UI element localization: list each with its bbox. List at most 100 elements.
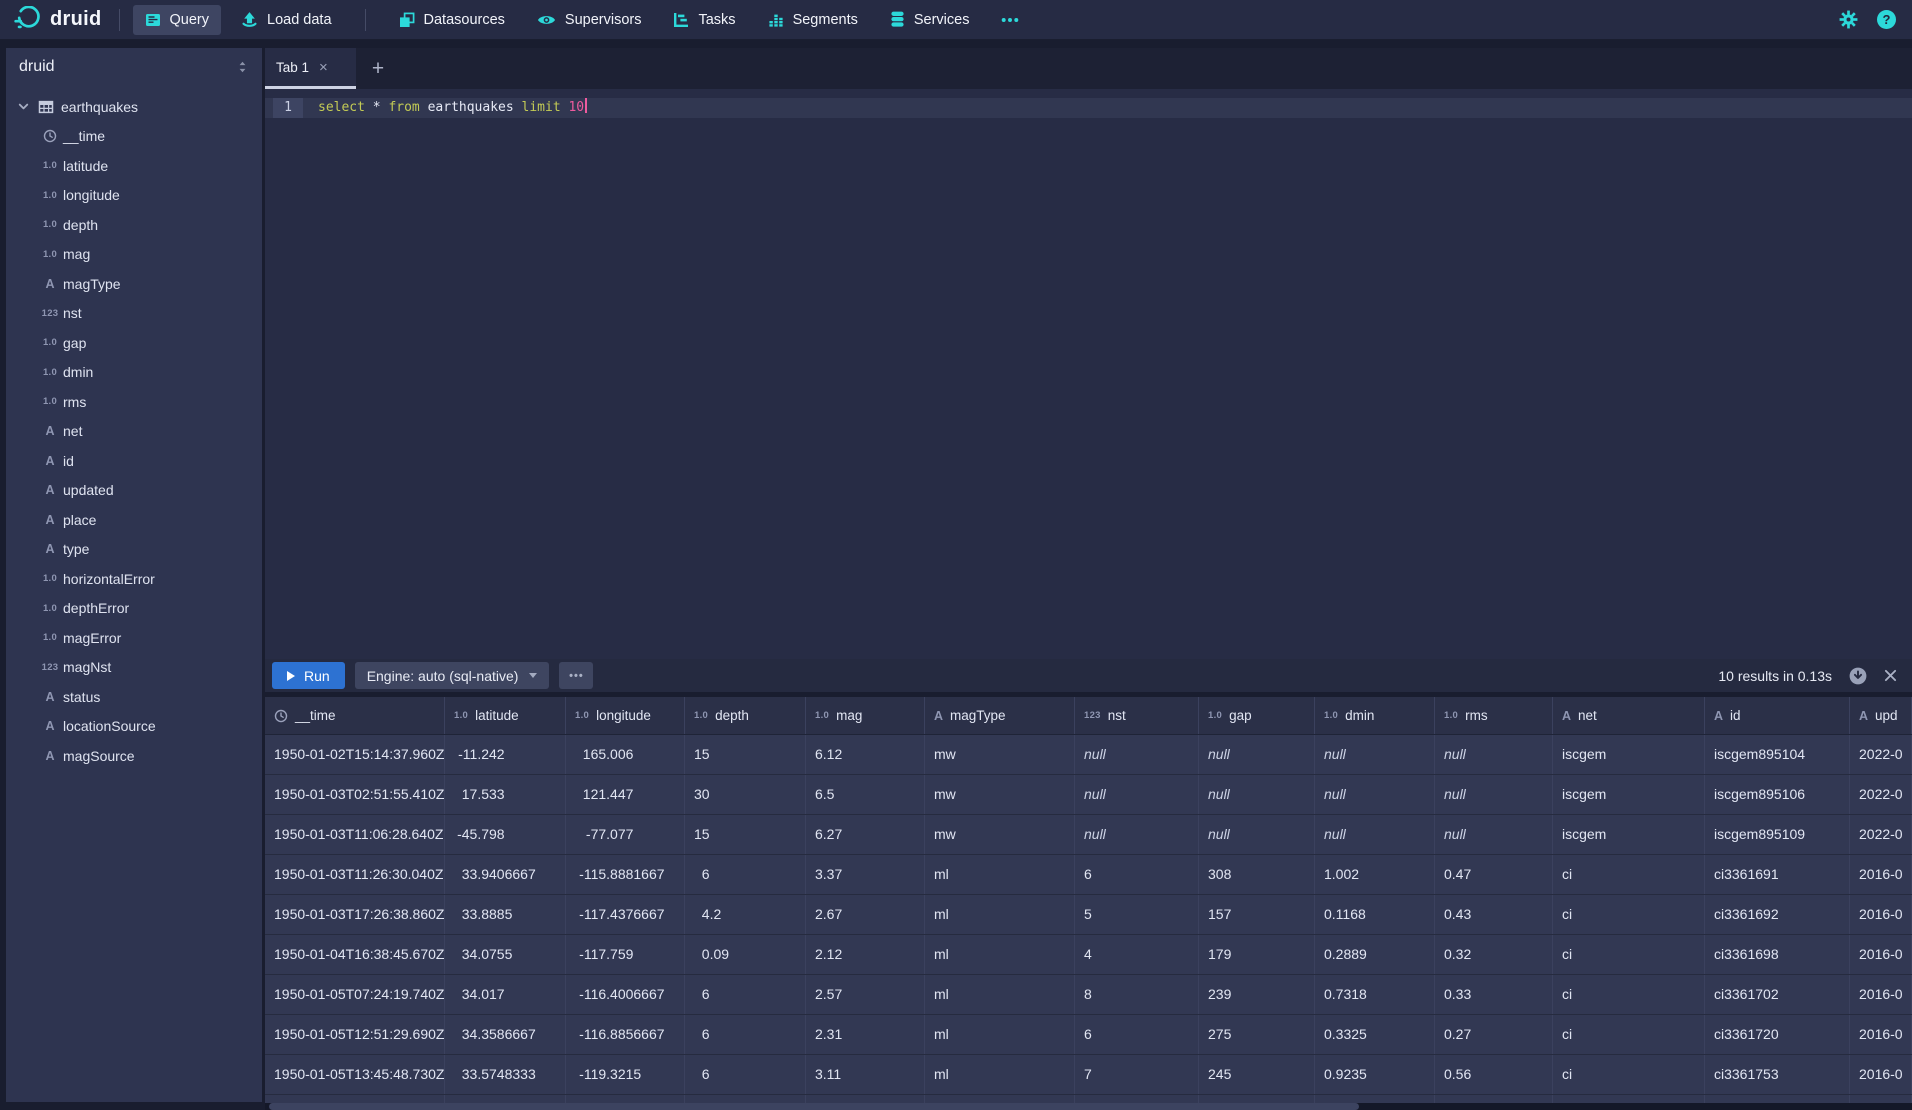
table-cell[interactable]: 0.9235 bbox=[1315, 1055, 1435, 1094]
table-cell[interactable]: 6 bbox=[1075, 855, 1199, 894]
nav-item-query[interactable]: Query bbox=[133, 5, 222, 35]
sidebar-column-nst[interactable]: 123nst bbox=[6, 299, 262, 329]
table-cell[interactable]: 1950-01-03T17:26:38.860Z bbox=[265, 895, 445, 934]
sidebar-column-mag[interactable]: 1.0mag bbox=[6, 240, 262, 270]
table-cell[interactable]: 0.27 bbox=[1435, 1015, 1553, 1054]
nav-item-tasks[interactable]: Tasks bbox=[661, 5, 747, 35]
table-cell[interactable]: 33.9406667 bbox=[445, 855, 566, 894]
table-cell[interactable]: 245 bbox=[1199, 1055, 1315, 1094]
table-cell[interactable]: iscgem bbox=[1553, 775, 1705, 814]
sidebar-column-place[interactable]: Aplace bbox=[6, 505, 262, 535]
add-tab-button[interactable]: + bbox=[356, 48, 400, 89]
table-cell[interactable]: iscgem895106 bbox=[1705, 775, 1850, 814]
sidebar-column-gap[interactable]: 1.0gap bbox=[6, 328, 262, 358]
table-cell[interactable]: 275 bbox=[1199, 1015, 1315, 1054]
table-cell[interactable]: 1950-01-03T11:06:28.640Z bbox=[265, 815, 445, 854]
download-icon[interactable] bbox=[1849, 667, 1867, 685]
table-cell[interactable]: null bbox=[1075, 815, 1199, 854]
table-cell[interactable]: 2022-0 bbox=[1850, 815, 1912, 854]
table-cell[interactable]: 0.32 bbox=[1435, 935, 1553, 974]
table-cell[interactable]: 1950-01-05T13:45:48.730Z bbox=[265, 1055, 445, 1094]
table-cell[interactable]: 5 bbox=[1075, 895, 1199, 934]
sidebar-column-status[interactable]: Astatus bbox=[6, 682, 262, 712]
table-cell[interactable]: -115.8881667 bbox=[566, 855, 685, 894]
table-cell[interactable]: null bbox=[1435, 735, 1553, 774]
table-cell[interactable]: 2016-0 bbox=[1850, 1015, 1912, 1054]
column-header-__time[interactable]: __time bbox=[265, 697, 445, 734]
table-cell[interactable]: 0.43 bbox=[1435, 895, 1553, 934]
column-header-longitude[interactable]: 1.0longitude bbox=[566, 697, 685, 734]
table-cell[interactable]: ci bbox=[1553, 895, 1705, 934]
table-cell[interactable]: -119.3215 bbox=[566, 1055, 685, 1094]
table-cell[interactable]: 6 bbox=[1075, 1015, 1199, 1054]
table-cell[interactable]: ml bbox=[925, 1015, 1075, 1054]
table-cell[interactable]: 1950-01-02T15:14:37.960Z bbox=[265, 735, 445, 774]
table-cell[interactable]: -77.077 bbox=[566, 815, 685, 854]
table-cell[interactable]: 15 bbox=[685, 815, 806, 854]
table-cell[interactable]: ci bbox=[1553, 975, 1705, 1014]
sidebar-column-net[interactable]: Anet bbox=[6, 417, 262, 447]
tab-1[interactable]: Tab 1 × bbox=[265, 48, 356, 89]
table-cell[interactable]: ml bbox=[925, 895, 1075, 934]
table-cell[interactable]: 6.5 bbox=[806, 775, 925, 814]
column-header-latitude[interactable]: 1.0latitude bbox=[445, 697, 566, 734]
table-cell[interactable]: ml bbox=[925, 975, 1075, 1014]
column-header-upd[interactable]: Aupd bbox=[1850, 697, 1912, 734]
sidebar-column-rms[interactable]: 1.0rms bbox=[6, 387, 262, 417]
table-cell[interactable]: 2016-0 bbox=[1850, 855, 1912, 894]
table-cell[interactable]: 2.57 bbox=[806, 975, 925, 1014]
table-cell[interactable]: ci3361720 bbox=[1705, 1015, 1850, 1054]
table-cell[interactable]: null bbox=[1315, 735, 1435, 774]
table-cell[interactable]: -11.242 bbox=[445, 735, 566, 774]
table-cell[interactable]: 0.33 bbox=[1435, 975, 1553, 1014]
table-cell[interactable]: 2.12 bbox=[806, 935, 925, 974]
table-cell[interactable]: 1950-01-05T12:51:29.690Z bbox=[265, 1015, 445, 1054]
table-cell[interactable]: null bbox=[1075, 775, 1199, 814]
table-cell[interactable]: iscgem895104 bbox=[1705, 735, 1850, 774]
table-cell[interactable]: 2022-0 bbox=[1850, 735, 1912, 774]
table-cell[interactable]: 239 bbox=[1199, 975, 1315, 1014]
table-cell[interactable]: 34.3586667 bbox=[445, 1015, 566, 1054]
table-cell[interactable]: 0.1168 bbox=[1315, 895, 1435, 934]
table-cell[interactable]: 1950-01-03T11:26:30.040Z bbox=[265, 855, 445, 894]
table-cell[interactable]: 179 bbox=[1199, 935, 1315, 974]
column-header-nst[interactable]: 123nst bbox=[1075, 697, 1199, 734]
table-cell[interactable]: 3.37 bbox=[806, 855, 925, 894]
table-cell[interactable]: 7 bbox=[1075, 1055, 1199, 1094]
table-cell[interactable]: ci3361691 bbox=[1705, 855, 1850, 894]
table-cell[interactable]: ci3361698 bbox=[1705, 935, 1850, 974]
table-cell[interactable]: -117.4376667 bbox=[566, 895, 685, 934]
table-cell[interactable]: 17.533 bbox=[445, 775, 566, 814]
table-cell[interactable]: iscgem bbox=[1553, 815, 1705, 854]
table-cell[interactable]: 15 bbox=[685, 735, 806, 774]
table-cell[interactable]: 33.8885 bbox=[445, 895, 566, 934]
table-cell[interactable]: 6 bbox=[685, 1055, 806, 1094]
table-cell[interactable]: ci3361753 bbox=[1705, 1055, 1850, 1094]
sidebar-column-magType[interactable]: AmagType bbox=[6, 269, 262, 299]
table-cell[interactable]: 6 bbox=[685, 855, 806, 894]
sql-code[interactable]: select * from earthquakes limit 10 bbox=[318, 98, 587, 118]
table-cell[interactable]: iscgem bbox=[1553, 735, 1705, 774]
table-cell[interactable]: -116.4006667 bbox=[566, 975, 685, 1014]
nav-item-supervisors[interactable]: Supervisors bbox=[525, 5, 654, 35]
table-cell[interactable]: 30 bbox=[685, 775, 806, 814]
table-cell[interactable]: 6.27 bbox=[806, 815, 925, 854]
table-cell[interactable]: 1950-01-03T02:51:55.410Z bbox=[265, 775, 445, 814]
table-cell[interactable]: 6 bbox=[685, 1015, 806, 1054]
table-cell[interactable]: ci3361692 bbox=[1705, 895, 1850, 934]
settings-gear-icon[interactable] bbox=[1839, 10, 1858, 29]
sidebar-column-magError[interactable]: 1.0magError bbox=[6, 623, 262, 653]
table-cell[interactable]: null bbox=[1199, 735, 1315, 774]
table-cell[interactable]: ci bbox=[1553, 1055, 1705, 1094]
table-cell[interactable]: 8 bbox=[1075, 975, 1199, 1014]
table-cell[interactable]: 4.2 bbox=[685, 895, 806, 934]
nav-item-load-data[interactable]: Load data bbox=[229, 5, 344, 35]
table-cell[interactable]: 2022-0 bbox=[1850, 775, 1912, 814]
datasource-earthquakes[interactable]: earthquakes bbox=[6, 92, 262, 122]
help-icon[interactable]: ? bbox=[1877, 10, 1896, 29]
more-options-button[interactable]: ••• bbox=[559, 662, 593, 689]
table-cell[interactable]: null bbox=[1315, 775, 1435, 814]
column-header-gap[interactable]: 1.0gap bbox=[1199, 697, 1315, 734]
table-cell[interactable]: 2.67 bbox=[806, 895, 925, 934]
column-header-net[interactable]: Anet bbox=[1553, 697, 1705, 734]
